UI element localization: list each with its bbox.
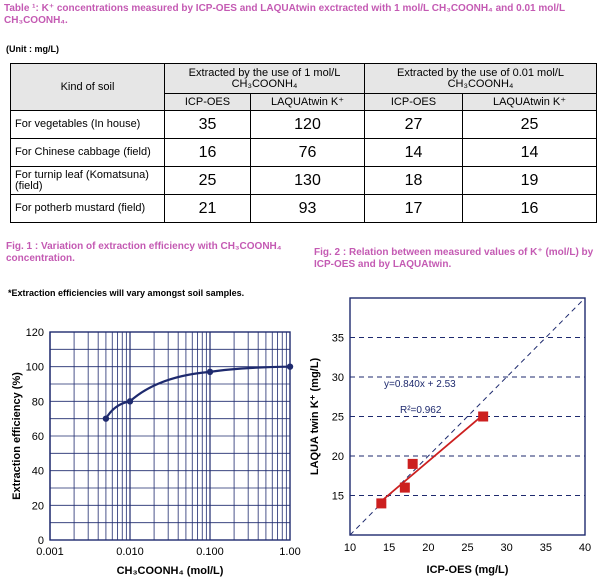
y-tick-label: 35 <box>332 333 344 345</box>
y-tick-label: 60 <box>32 431 44 443</box>
icp-oes-1-value: 25 <box>164 166 251 195</box>
x-tick-label: 15 <box>383 542 395 554</box>
y-tick-label: 40 <box>32 466 44 478</box>
x-tick-label: 25 <box>461 542 473 554</box>
x-tick-label: 20 <box>422 542 434 554</box>
data-point <box>286 363 294 370</box>
data-point <box>102 415 110 422</box>
trendline <box>380 414 484 502</box>
laquatwin-2-value: 25 <box>461 110 598 139</box>
data-point <box>478 411 489 422</box>
icp-oes-1-value: 35 <box>164 110 251 139</box>
x-tick-label: 30 <box>501 542 513 554</box>
laquatwin-1-value: 93 <box>250 194 365 223</box>
x-axis-label: CH₃COONH₄ (mol/L) <box>117 565 224 577</box>
x-tick-label: 0.010 <box>116 546 144 558</box>
header-laquatwin-1: LAQUAtwin K⁺ <box>250 93 365 111</box>
header-icp-oes-2: ICP-OES <box>364 93 463 111</box>
soil-name: For potherb mustard (field) <box>10 194 165 223</box>
y-tick-label: 20 <box>332 451 344 463</box>
unit-label: (Unit : mg/L) <box>6 44 59 54</box>
laquatwin-2-value: 19 <box>461 166 598 195</box>
header-group-001mol: Extracted by the use of 0.01 mol/L CH₃CO… <box>363 63 598 94</box>
regression-equation: y=0.840x + 2.53 <box>384 379 456 390</box>
table-row: For vegetables (In house) 35 120 27 25 <box>10 110 598 139</box>
laquatwin-1-value: 76 <box>250 138 365 167</box>
data-point <box>206 368 214 376</box>
fig1-note: *Extraction efficiencies will vary among… <box>8 288 245 298</box>
y-tick-label: 25 <box>332 412 344 424</box>
y-tick-label: 120 <box>26 327 44 339</box>
laquatwin-2-value: 16 <box>461 194 598 223</box>
y-axis-label: Extraction efficiency (%) <box>11 372 23 500</box>
fig2-caption: Fig. 2 : Relation between measured value… <box>314 247 594 270</box>
soil-name: For Chinese cabbage (field) <box>10 138 165 167</box>
data-point <box>399 482 410 493</box>
header-icp-oes-1: ICP-OES <box>164 93 251 111</box>
x-axis-label: ICP-OES (mg/L) <box>427 564 509 576</box>
table-row: For Chinese cabbage (field) 16 76 14 14 <box>10 138 598 167</box>
x-tick-label: 1.00 <box>279 546 300 558</box>
header-group-1mol: Extracted by the use of 1 mol/L CH₃COONH… <box>164 63 365 94</box>
x-tick-label: 0.001 <box>36 546 64 558</box>
icp-oes-2-value: 18 <box>364 166 463 195</box>
table-row: For potherb mustard (field) 21 93 17 16 <box>10 194 598 223</box>
series-line <box>104 365 291 420</box>
header-laquatwin-2: LAQUAtwin K⁺ <box>461 93 598 111</box>
fig1-caption: Fig. 1 : Variation of extraction efficie… <box>6 241 282 264</box>
icp-oes-1-value: 21 <box>164 194 251 223</box>
icp-oes-2-value: 14 <box>364 138 463 167</box>
y-tick-label: 15 <box>332 491 344 503</box>
soil-name: For vegetables (In house) <box>10 110 165 139</box>
y-tick-label: 30 <box>332 372 344 384</box>
table-title: Table ¹: K⁺ concentrations measured by I… <box>4 3 565 26</box>
x-tick-label: 35 <box>540 542 552 554</box>
y-axis-label: LAQUA twin K⁺ (mg/L) <box>309 358 321 476</box>
x-tick-label: 10 <box>344 542 356 554</box>
laquatwin-1-value: 120 <box>250 110 365 139</box>
r-squared-label: R²=0.962 <box>400 405 442 416</box>
laquatwin-1-value: 130 <box>250 166 365 195</box>
table-row: For turnip leaf (Komatsuna)(field) 25 13… <box>10 166 598 195</box>
laquatwin-2-value: 14 <box>461 138 598 167</box>
plot-frame <box>49 331 291 541</box>
data-point <box>126 398 134 405</box>
icp-oes-1-value: 16 <box>164 138 251 167</box>
y-tick-label: 100 <box>26 362 44 374</box>
icp-oes-2-value: 17 <box>364 194 463 223</box>
y-tick-label: 20 <box>32 500 44 512</box>
identity-line <box>349 297 586 536</box>
data-point <box>407 458 418 469</box>
y-tick-label: 0 <box>38 535 44 547</box>
x-tick-label: 0.100 <box>196 546 224 558</box>
icp-oes-2-value: 27 <box>364 110 463 139</box>
plot-frame <box>349 297 586 536</box>
x-tick-label: 40 <box>579 542 591 554</box>
header-kind-of-soil: Kind of soil <box>10 63 165 111</box>
concentration-table: Kind of soil Extracted by the use of 1 m… <box>10 63 598 223</box>
data-point <box>376 498 387 509</box>
y-tick-label: 80 <box>32 396 44 408</box>
soil-name: For turnip leaf (Komatsuna)(field) <box>10 166 165 195</box>
